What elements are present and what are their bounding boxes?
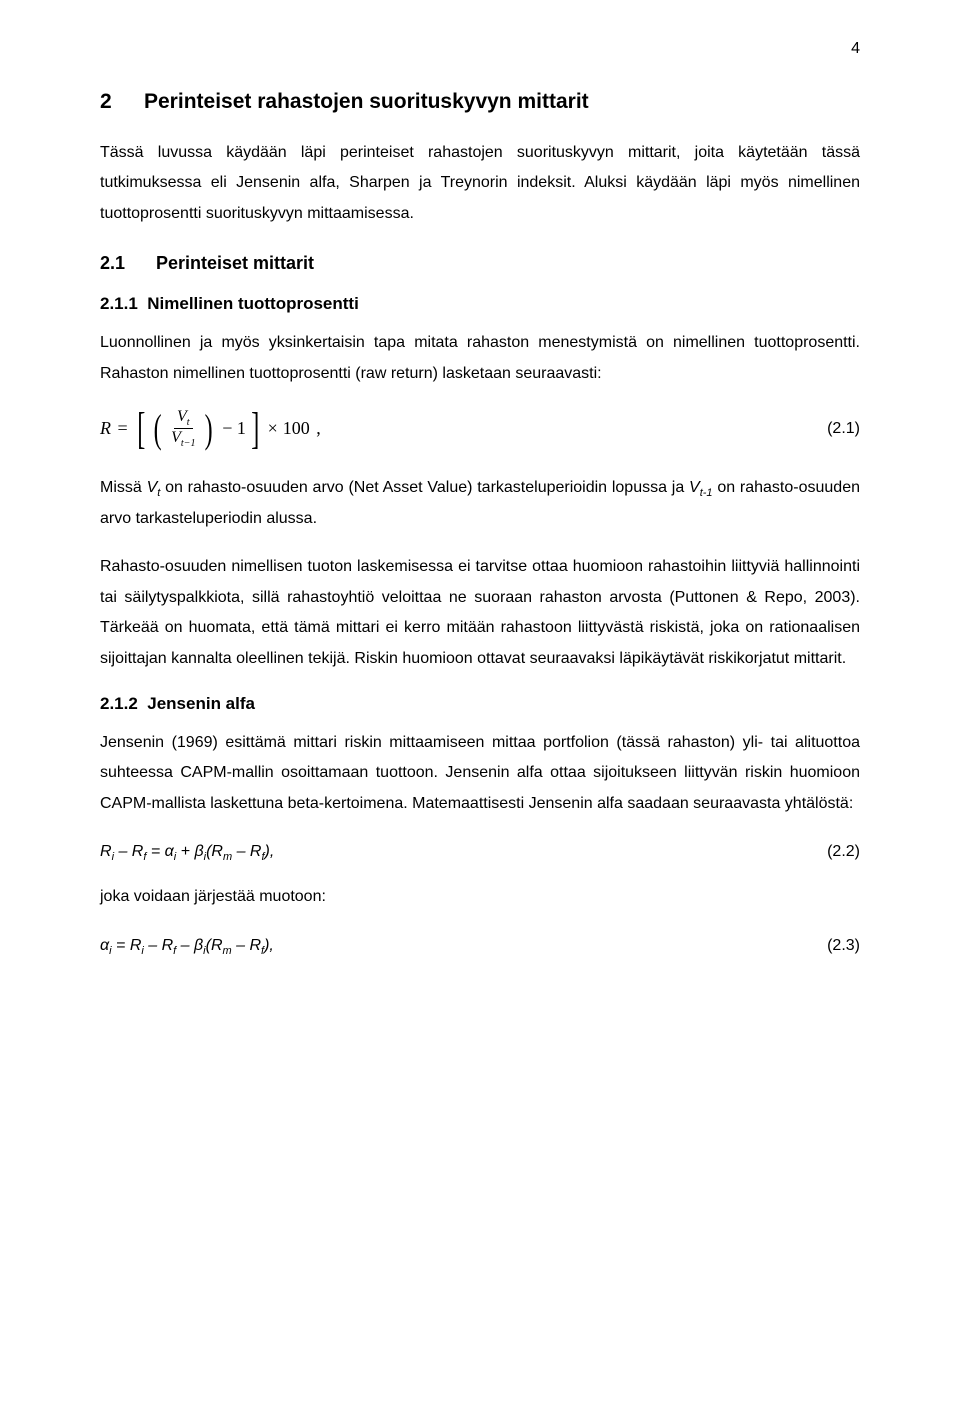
eq-minus1: − 1 bbox=[218, 418, 246, 439]
chapter-heading: 2Perinteiset rahastojen suorituskyvyn mi… bbox=[100, 90, 860, 114]
subsection-title: Jensenin alfa bbox=[147, 694, 255, 713]
intro-paragraph: Tässä luvussa käydään läpi perinteiset r… bbox=[100, 138, 860, 229]
equation-2-2-body: Ri – Rf = αi + βi(Rm – Rf), bbox=[100, 837, 274, 868]
times-icon: × bbox=[268, 418, 278, 439]
paragraph-1: Luonnollinen ja myös yksinkertaisin tapa… bbox=[100, 328, 860, 389]
eq-100: 100 bbox=[283, 418, 310, 439]
chapter-number: 2 bbox=[100, 90, 144, 114]
eq-comma: , bbox=[312, 418, 321, 439]
fraction: Vt Vt−1 bbox=[168, 408, 198, 450]
section-number: 2.1 bbox=[100, 253, 156, 274]
equation-2-3-label: (2.3) bbox=[827, 931, 860, 961]
fraction-numerator: Vt bbox=[174, 408, 193, 430]
equation-2-3-body: αi = Ri – Rf – βi(Rm – Rf), bbox=[100, 931, 274, 962]
fraction-denominator: Vt−1 bbox=[168, 429, 198, 450]
chapter-title: Perinteiset rahastojen suorituskyvyn mit… bbox=[144, 90, 589, 113]
left-bracket-icon: [ bbox=[137, 407, 145, 451]
left-paren-icon: ( bbox=[153, 409, 161, 449]
paragraph-5: joka voidaan järjestää muotoon: bbox=[100, 882, 860, 912]
subsection-2-1-2-heading: 2.1.2 Jensenin alfa bbox=[100, 694, 860, 714]
subsection-number: 2.1.2 bbox=[100, 694, 138, 713]
subsection-2-1-1-heading: 2.1.1 Nimellinen tuottoprosentti bbox=[100, 294, 860, 314]
paragraph-4: Jensenin (1969) esittämä mittari riskin … bbox=[100, 728, 860, 819]
equation-2-1-body: R = [ ( Vt Vt−1 ) − 1 ] × 100 , bbox=[100, 407, 321, 451]
subsection-title: Nimellinen tuottoprosentti bbox=[147, 294, 359, 313]
paragraph-2: Missä Vt on rahasto-osuuden arvo (Net As… bbox=[100, 473, 860, 534]
paragraph-3: Rahasto-osuuden nimellisen tuoton laskem… bbox=[100, 552, 860, 674]
equation-2-3: αi = Ri – Rf – βi(Rm – Rf), (2.3) bbox=[100, 931, 860, 962]
equation-2-2-label: (2.2) bbox=[827, 837, 860, 867]
right-bracket-icon: ] bbox=[251, 407, 259, 451]
equation-2-1: R = [ ( Vt Vt−1 ) − 1 ] × 100 , (2.1) bbox=[100, 407, 860, 451]
subsection-number: 2.1.1 bbox=[100, 294, 138, 313]
eq-equals: = bbox=[113, 418, 132, 439]
section-title: Perinteiset mittarit bbox=[156, 253, 314, 273]
equation-2-2: Ri – Rf = αi + βi(Rm – Rf), (2.2) bbox=[100, 837, 860, 868]
eq-R: R bbox=[100, 418, 111, 439]
section-2-1-heading: 2.1Perinteiset mittarit bbox=[100, 253, 860, 274]
equation-2-1-label: (2.1) bbox=[827, 420, 860, 438]
page-number: 4 bbox=[851, 40, 860, 58]
right-paren-icon: ) bbox=[205, 409, 213, 449]
